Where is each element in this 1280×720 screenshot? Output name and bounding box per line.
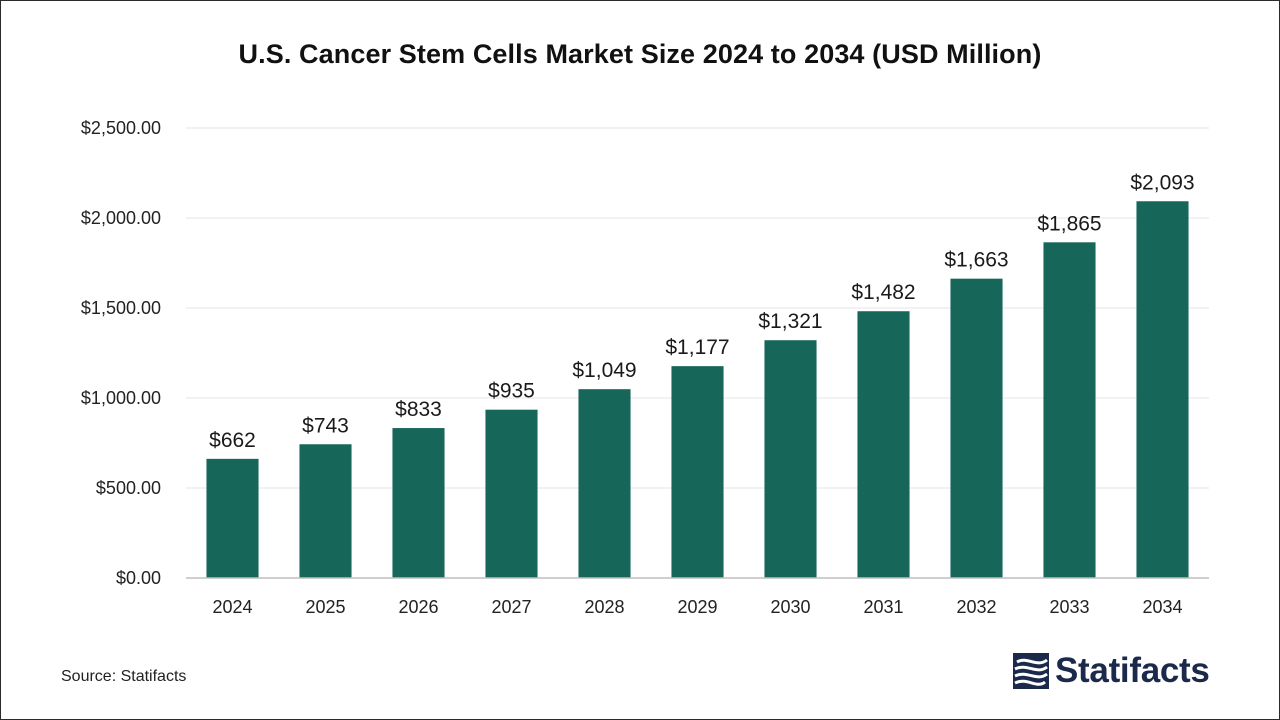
data-label-2029: $1,177: [665, 336, 729, 359]
data-labels: $662 $743 $833 $935 $1,049 $1,177 $1,321 $1,482…: [209, 171, 1194, 452]
bar-2030: [764, 340, 817, 578]
data-label-2032: $1,663: [944, 249, 1008, 272]
x-tick-label: 2024: [212, 597, 252, 617]
bar-2028: [578, 389, 631, 578]
data-label-2027: $935: [488, 380, 535, 403]
y-tick-label: $0.00: [116, 568, 161, 588]
bar-2026: [392, 428, 445, 578]
brand-logo: Statifacts: [1013, 651, 1210, 691]
x-tick-label: 2033: [1049, 597, 1089, 617]
data-label-2024: $662: [209, 429, 256, 452]
x-axis-ticks: 2024 2025 2026 2027 2028 2029 2030 2031 2032 2033…: [212, 597, 1182, 617]
x-tick-label: 2025: [305, 597, 345, 617]
y-tick-label: $1,000.00: [81, 388, 161, 408]
x-tick-label: 2027: [491, 597, 531, 617]
x-tick-label: 2032: [956, 597, 996, 617]
y-tick-label: $2,000.00: [81, 208, 161, 228]
data-label-2031: $1,482: [851, 281, 915, 304]
x-tick-label: 2029: [677, 597, 717, 617]
bar-2031: [857, 311, 910, 578]
data-label-2028: $1,049: [572, 359, 636, 382]
source-note: Source: Statifacts: [61, 668, 187, 685]
data-label-2030: $1,321: [758, 310, 822, 333]
bar-2027: [485, 409, 538, 578]
data-label-2034: $2,093: [1130, 171, 1194, 194]
y-tick-label: $500.00: [96, 478, 161, 498]
chart-title: U.S. Cancer Stem Cells Market Size 2024 …: [238, 39, 1042, 69]
statifacts-logo-icon: [1013, 653, 1049, 689]
y-axis-ticks: $0.00 $500.00 $1,000.00 $1,500.00 $2,000.00 $…: [81, 118, 161, 588]
data-label-2033: $1,865: [1037, 212, 1101, 235]
bar-2029: [671, 366, 724, 578]
bar-2032: [950, 278, 1003, 578]
y-tick-label: $2,500.00: [81, 118, 161, 138]
bar-2024: [206, 458, 259, 578]
x-tick-label: 2028: [584, 597, 624, 617]
x-tick-label: 2034: [1142, 597, 1182, 617]
brand-name: Statifacts: [1055, 651, 1210, 690]
y-tick-label: $1,500.00: [81, 298, 161, 318]
bar-2033: [1043, 242, 1096, 579]
x-tick-label: 2030: [770, 597, 810, 617]
x-tick-label: 2031: [863, 597, 903, 617]
bars: [206, 201, 1189, 579]
x-tick-label: 2026: [398, 597, 438, 617]
data-label-2026: $833: [395, 398, 442, 421]
bar-2034: [1136, 201, 1189, 578]
data-label-2025: $743: [302, 414, 349, 437]
bar-2025: [299, 444, 352, 578]
